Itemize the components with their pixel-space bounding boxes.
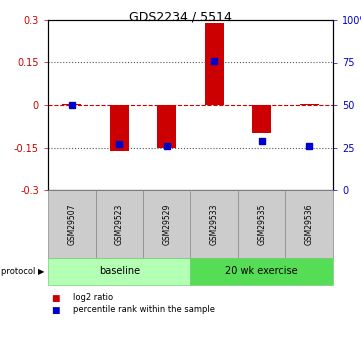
Text: GSM29523: GSM29523 [115,203,124,245]
Bar [157,105,176,148]
Bar [252,105,271,133]
Text: 20 wk exercise: 20 wk exercise [225,266,298,276]
Text: ■: ■ [52,306,60,315]
Text: protocol ▶: protocol ▶ [1,267,44,276]
Text: GSM29535: GSM29535 [257,203,266,245]
Text: ■: ■ [52,294,60,303]
Bar [110,105,129,151]
Text: percentile rank within the sample: percentile rank within the sample [73,306,215,315]
Text: GSM29529: GSM29529 [162,203,171,245]
Bar [205,23,224,105]
Text: baseline: baseline [99,266,140,276]
Bar [300,104,319,105]
Text: log2 ratio: log2 ratio [73,294,113,303]
Bar [62,104,81,105]
Text: GSM29533: GSM29533 [210,203,219,245]
Text: GSM29536: GSM29536 [305,203,314,245]
Text: GDS2234 / 5514: GDS2234 / 5514 [129,10,232,23]
Text: GSM29507: GSM29507 [67,203,76,245]
